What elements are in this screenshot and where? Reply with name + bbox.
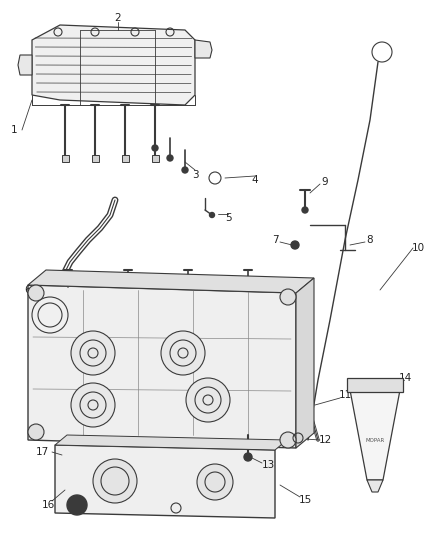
Polygon shape bbox=[367, 480, 383, 492]
Text: 17: 17 bbox=[35, 447, 49, 457]
Text: 9: 9 bbox=[321, 177, 328, 187]
Text: 15: 15 bbox=[298, 495, 311, 505]
Circle shape bbox=[186, 378, 230, 422]
Bar bbox=[152, 155, 159, 162]
Circle shape bbox=[71, 383, 115, 427]
Text: 14: 14 bbox=[399, 373, 412, 383]
Circle shape bbox=[93, 459, 137, 503]
Text: 12: 12 bbox=[318, 435, 332, 445]
Circle shape bbox=[302, 207, 308, 213]
Circle shape bbox=[71, 331, 115, 375]
Bar bbox=[121, 155, 128, 162]
Circle shape bbox=[280, 432, 296, 448]
Text: 5: 5 bbox=[225, 213, 231, 223]
Circle shape bbox=[209, 213, 215, 217]
Circle shape bbox=[161, 331, 205, 375]
Text: 6: 6 bbox=[25, 285, 31, 295]
Polygon shape bbox=[296, 278, 314, 448]
Text: 10: 10 bbox=[411, 243, 424, 253]
Text: 2: 2 bbox=[115, 13, 121, 23]
Circle shape bbox=[167, 155, 173, 161]
Text: MOPAR: MOPAR bbox=[365, 438, 385, 442]
Circle shape bbox=[182, 167, 188, 173]
Circle shape bbox=[67, 495, 87, 515]
Circle shape bbox=[28, 424, 44, 440]
Polygon shape bbox=[55, 445, 275, 518]
Circle shape bbox=[197, 464, 233, 500]
Text: 4: 4 bbox=[252, 175, 258, 185]
Text: 16: 16 bbox=[41, 500, 55, 510]
Polygon shape bbox=[32, 25, 195, 105]
Polygon shape bbox=[28, 270, 314, 293]
Text: 8: 8 bbox=[367, 235, 373, 245]
Polygon shape bbox=[350, 390, 400, 480]
Circle shape bbox=[280, 289, 296, 305]
Polygon shape bbox=[28, 285, 296, 448]
Text: 1: 1 bbox=[11, 125, 18, 135]
Text: 7: 7 bbox=[272, 235, 278, 245]
Text: 11: 11 bbox=[339, 390, 352, 400]
Circle shape bbox=[244, 453, 252, 461]
Bar bbox=[347, 378, 403, 392]
Circle shape bbox=[28, 285, 44, 301]
Bar bbox=[61, 155, 68, 162]
Polygon shape bbox=[195, 40, 212, 58]
Circle shape bbox=[152, 145, 158, 151]
Text: 3: 3 bbox=[192, 170, 198, 180]
Text: 13: 13 bbox=[261, 460, 275, 470]
Bar bbox=[92, 155, 99, 162]
Circle shape bbox=[291, 241, 299, 249]
Polygon shape bbox=[55, 435, 287, 450]
Circle shape bbox=[32, 297, 68, 333]
Polygon shape bbox=[18, 55, 32, 75]
